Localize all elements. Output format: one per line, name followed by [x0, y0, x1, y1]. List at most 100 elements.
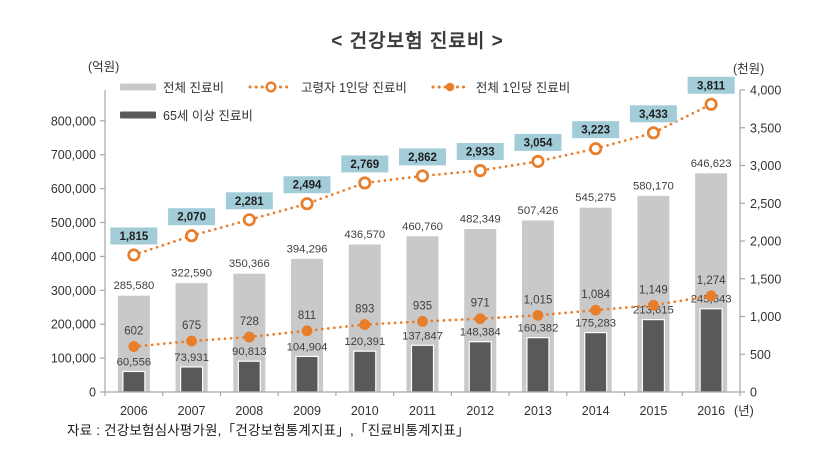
open-circle-marker [704, 97, 718, 111]
filled-circle-marker [186, 335, 197, 347]
open-circle-marker [185, 229, 199, 243]
bar-elderly-2010 [353, 350, 377, 393]
filled-circle-marker [590, 304, 602, 316]
elderly-per-capita-label-box [629, 105, 677, 123]
total-per-capita-line-swatch-icon [431, 82, 469, 91]
elderly-per-capita-label: 2,281 [235, 196, 264, 208]
total-bar-label: 350,366 [229, 258, 270, 270]
filled-circle-marker [243, 331, 255, 343]
total-bar-swatch-icon [120, 83, 156, 90]
legend-row-2: 65세 이상 진료비 [120, 105, 594, 124]
elderly-per-capita-label: 3,223 [581, 125, 610, 137]
legend-label-total-bar: 전체 진료비 [163, 81, 224, 95]
open-circle-marker [531, 154, 545, 168]
filled-circle-marker [301, 325, 313, 337]
left-axis-unit-label: (억원) [88, 60, 120, 74]
elderly-per-capita-line-swatch-icon [248, 80, 294, 93]
legend: 전체 진료비 고령자 1인당 진료비 전체 1인당 진료비 65세 이 [120, 77, 594, 124]
elderly-per-capita-label: 3,054 [524, 137, 553, 149]
total-bar-label: 580,170 [633, 180, 674, 192]
total-bar-label: 436,570 [344, 229, 385, 241]
filled-circle-marker [474, 313, 486, 325]
bar-elderly-2006 [122, 370, 146, 393]
total-per-capita-label: 728 [240, 316, 259, 328]
total-per-capita-label: 971 [471, 298, 490, 310]
right-tick-label: 2,500 [750, 197, 781, 211]
total-bar-label: 482,349 [460, 214, 501, 226]
x-tick-label: 2014 [582, 404, 610, 418]
left-tick-label: 800,000 [51, 114, 96, 128]
right-axis-unit-label: (천원) [733, 62, 765, 76]
x-tick-label: 2013 [524, 404, 552, 418]
elderly-bar-label: 137,847 [402, 330, 443, 342]
total-per-capita-label: 893 [355, 304, 374, 316]
bar-value-labels: 285,580 322,590 350,366 394,296 436,570 460,7… [113, 158, 731, 369]
elderly-per-capita-label: 1,815 [119, 231, 148, 243]
elderly-per-capita-label: 3,433 [639, 109, 668, 121]
left-tick-label: 600,000 [51, 182, 96, 196]
elderly-per-capita-label: 2,862 [408, 152, 437, 164]
right-tick-label: 3,000 [750, 159, 781, 173]
elderly-bar-label: 160,382 [518, 323, 559, 335]
elderly-per-capita-label-box [687, 76, 735, 94]
total-per-capita-markers: 602 675 728 811 893 935 971 1,015 1,084 1,149 1,27… [124, 275, 726, 352]
right-tick-label: 500 [750, 348, 771, 362]
legend-label-total-per-capita: 전체 1인당 진료비 [475, 81, 571, 95]
open-circle-marker [589, 142, 603, 156]
elderly-per-capita-label: 2,070 [177, 212, 206, 224]
open-circle-marker [242, 213, 256, 227]
elderly-bar-swatch-icon [120, 111, 156, 118]
open-circle-marker [127, 248, 141, 262]
x-tick-label: 2015 [640, 404, 668, 418]
elderly-per-capita-label-box [110, 227, 158, 245]
total-per-capita-label: 1,149 [639, 284, 668, 296]
total-bar-label: 460,760 [402, 221, 443, 233]
elderly-bar-label: 148,384 [460, 327, 501, 339]
right-tick-label: 4,000 [750, 84, 781, 98]
chart-title: < 건강보험 진료비 > [331, 31, 504, 52]
elderly-bar-label: 104,904 [287, 341, 328, 353]
source-note: 자료 : 건강보험심사평가원,「건강보험통계지표」,「진료비통계지표」 [67, 423, 470, 438]
total-bar-label: 507,426 [518, 205, 559, 217]
elderly-bar-label: 90,813 [232, 346, 267, 358]
total-per-capita-line [132, 294, 713, 348]
x-tick-label: 2016 [697, 404, 725, 418]
elderly-per-capita-label-box [456, 143, 504, 161]
open-circle-marker [415, 169, 430, 183]
total-per-capita-label: 935 [413, 300, 432, 312]
right-tick-label: 1,500 [750, 272, 781, 286]
filled-circle-marker [128, 341, 140, 352]
x-tick-label: 2012 [466, 404, 494, 418]
elderly-per-capita-label: 2,769 [350, 159, 379, 171]
elderly-per-capita-label: 3,811 [697, 80, 726, 92]
elderly-per-capita-label: 2,933 [466, 147, 495, 159]
bar-elderly-2012 [468, 341, 492, 393]
legend-row-1: 전체 진료비 고령자 1인당 진료비 전체 1인당 진료비 [120, 77, 594, 96]
bar-elderly-2011 [410, 344, 435, 393]
filled-circle-marker [705, 290, 717, 302]
total-per-capita-label: 602 [124, 326, 143, 338]
x-tick-label: 2010 [351, 404, 379, 418]
elderly-bar-label: 120,391 [344, 336, 385, 348]
legend-item-total-per-capita: 전체 1인당 진료비 [431, 77, 570, 96]
elderly-bar-label: 60,556 [117, 356, 152, 368]
elderly-per-capita-label-box [399, 148, 446, 166]
x-tick-label: 2011 [409, 404, 436, 418]
total-bar-label: 545,275 [575, 192, 616, 204]
elderly-per-capita-label-box [225, 192, 273, 210]
legend-item-total-bar: 전체 진료비 [120, 77, 224, 96]
elderly-per-capita-label-box [168, 208, 216, 226]
tick-labels: 0 100,000 200,000 300,000 400,000 500,000 600,… [51, 84, 782, 419]
filled-circle-marker [417, 316, 428, 327]
right-tick-label: 2,000 [750, 235, 781, 249]
x-axis-unit-label: (년) [734, 404, 754, 418]
bar-elderly-2015 [641, 318, 666, 393]
right-tick-label: 0 [750, 386, 757, 400]
total-bar-label: 646,623 [691, 158, 732, 170]
axes [104, 90, 741, 396]
left-tick-label: 100,000 [51, 352, 96, 366]
right-tick-label: 3,500 [750, 121, 781, 135]
total-bar-label: 394,296 [287, 243, 328, 255]
left-tick-label: 400,000 [51, 250, 96, 264]
x-tick-label: 2008 [235, 404, 263, 418]
